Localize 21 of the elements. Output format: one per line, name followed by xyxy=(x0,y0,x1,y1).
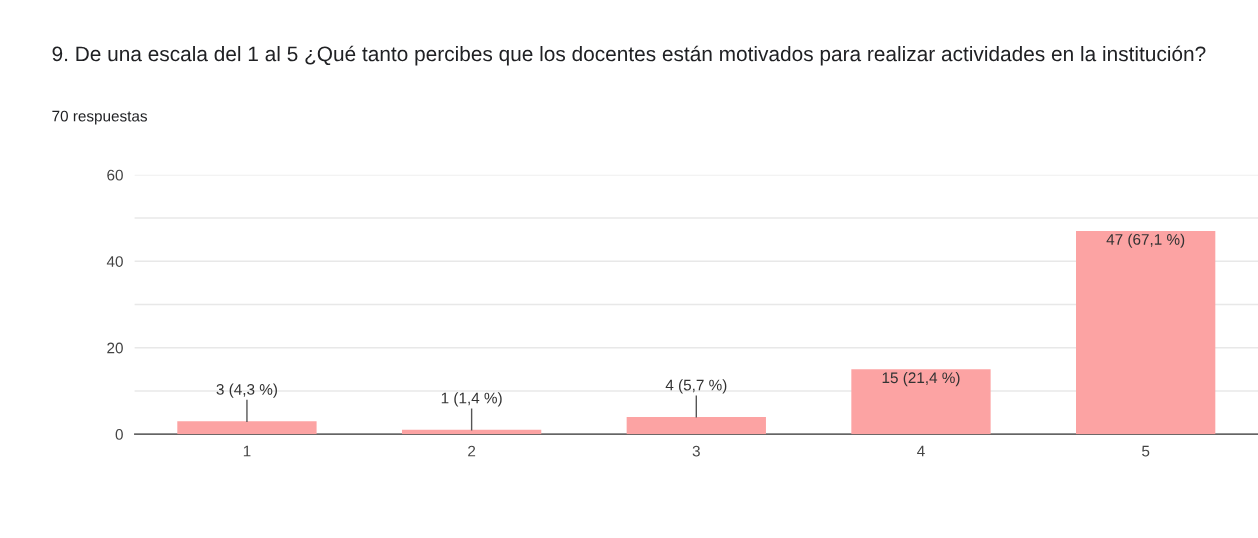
x-tick-label: 3 xyxy=(692,445,700,457)
bar xyxy=(1076,231,1216,435)
chart-subtitle: 70 respuestas xyxy=(52,110,147,125)
y-tick-label: 0 xyxy=(115,429,123,440)
bar xyxy=(401,429,542,435)
data-label: 3 (4,3 %) xyxy=(216,383,277,398)
x-tick-label: 4 xyxy=(917,445,925,457)
x-tick-label: 1 xyxy=(243,445,251,457)
data-label: 1 (1,4 %) xyxy=(441,392,502,407)
x-tick-label: 2 xyxy=(468,445,476,457)
bar xyxy=(177,421,317,435)
x-tick-label: 5 xyxy=(1142,445,1150,457)
chart-title: 9. De una escala del 1 al 5 ¿Qué tanto percibes que los docentes están motivados para realizar actividades en la institución? xyxy=(52,45,1206,66)
bar xyxy=(851,369,991,435)
bar xyxy=(626,416,766,435)
y-tick-label: 60 xyxy=(107,169,123,181)
data-label: 15 (21,4 %) xyxy=(882,371,960,387)
data-label: 47 (67,1 %) xyxy=(1106,233,1185,248)
data-label: 4 (5,7 %) xyxy=(665,379,727,394)
y-tick-label: 20 xyxy=(107,342,123,354)
y-tick-label: 40 xyxy=(106,256,123,267)
